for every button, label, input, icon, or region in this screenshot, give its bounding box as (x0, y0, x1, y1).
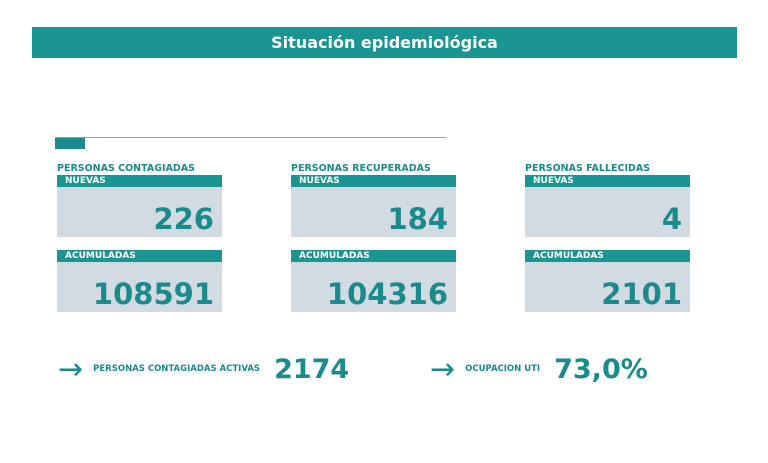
new-label: NUEVAS (57, 175, 222, 187)
arrow-right-icon: → (58, 351, 84, 387)
acc-value: 108591 (92, 277, 214, 311)
uti-stat: → OCUPACION UTI 73,0% (430, 350, 648, 388)
activos-label: PERSONAS CONTAGIADAS ACTIVAS (93, 364, 261, 374)
new-label: NUEVAS (525, 175, 690, 187)
activos-stat: → PERSONAS CONTAGIADAS ACTIVAS 2174 (58, 350, 349, 388)
card-contagiadas: PERSONAS CONTAGIADAS NUEVAS 226 ACUMULADA… (57, 163, 222, 312)
card-label: PERSONAS RECUPERADAS (291, 163, 431, 174)
accent-block (55, 138, 85, 149)
card-recuperadas: PERSONAS RECUPERADAS NUEVAS 184 ACUMULADA… (291, 163, 456, 312)
activos-value: 2174 (274, 353, 350, 385)
card-label: PERSONAS CONTAGIADAS (57, 163, 195, 174)
new-label: NUEVAS (291, 175, 456, 187)
arrow-right-icon: → (430, 351, 456, 387)
acc-label: ACUMULADAS (525, 250, 690, 262)
acc-label: ACUMULADAS (57, 250, 222, 262)
acc-value: 104316 (326, 277, 448, 311)
divider (55, 137, 446, 138)
acc-value: 2101 (601, 277, 682, 311)
card-fallecidas: PERSONAS FALLECIDAS NUEVAS 4 ACUMULADAS 21… (525, 163, 690, 312)
page-title: Situación epidemiológica (32, 27, 737, 58)
acc-label: ACUMULADAS (291, 250, 456, 262)
new-value: 184 (387, 202, 448, 236)
uti-value: 73,0% (554, 353, 648, 385)
card-label: PERSONAS FALLECIDAS (525, 163, 651, 174)
new-value: 226 (153, 202, 214, 236)
new-value: 4 (661, 202, 682, 236)
uti-label: OCUPACION UTI (465, 364, 541, 374)
